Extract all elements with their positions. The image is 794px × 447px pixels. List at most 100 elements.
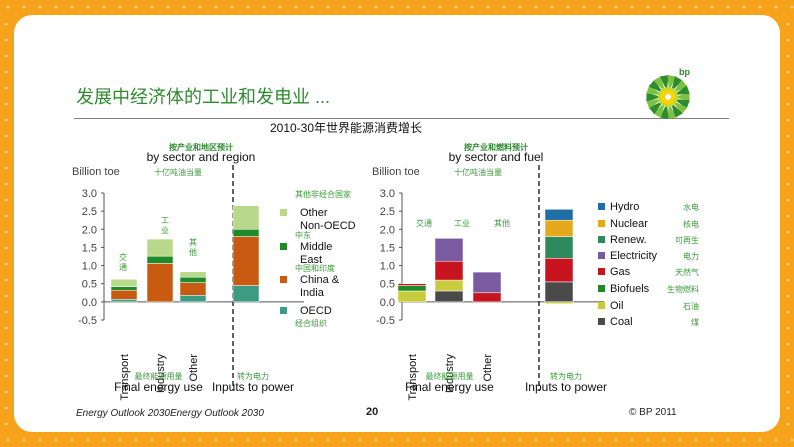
frame-dot	[534, 5, 538, 9]
frame-dot	[4, 294, 8, 298]
frame-dot	[786, 54, 790, 58]
bar-segment	[397, 283, 427, 286]
frame-dot	[742, 5, 746, 9]
frame-dot	[662, 438, 666, 442]
frame-dot	[470, 5, 474, 9]
frame-dot	[454, 5, 458, 9]
frame-dot	[786, 198, 790, 202]
frame-dot	[182, 438, 186, 442]
logo-ray	[674, 92, 690, 102]
frame-dot	[118, 438, 122, 442]
legend-label: Hydro	[610, 201, 639, 213]
legend-label-cn: 中国和印度	[295, 263, 335, 273]
category-annotation-cn: 工业	[454, 218, 470, 228]
frame-dot	[230, 438, 234, 442]
frame-dot	[4, 390, 8, 394]
legend-swatch	[280, 307, 287, 314]
legend-label-cn: 石油	[683, 301, 699, 311]
frame-dot	[198, 5, 202, 9]
x-category-label: Industry	[155, 354, 167, 394]
frame-dot	[786, 310, 790, 314]
frame-dot	[786, 390, 790, 394]
legend-label: Coal	[610, 316, 633, 328]
frame-dot	[150, 438, 154, 442]
frame-dot	[786, 406, 790, 410]
logo-ray	[648, 79, 664, 94]
bar-segment	[179, 276, 207, 283]
frame-dot	[102, 5, 106, 9]
frame-dot	[486, 438, 490, 442]
frame-dot	[4, 406, 8, 410]
frame-dot	[758, 438, 762, 442]
logo-ray	[646, 99, 663, 109]
frame-dot	[598, 438, 602, 442]
bar-segment	[179, 295, 207, 303]
legend-label: Renew.	[610, 234, 647, 246]
frame-dot	[786, 278, 790, 282]
bar-segment	[179, 271, 207, 278]
frame-dot	[406, 5, 410, 9]
group-label: Inputs to power	[212, 380, 294, 394]
copyright: © BP 2011	[629, 407, 677, 418]
bar-segment	[146, 255, 174, 264]
frame-dot	[4, 374, 8, 378]
bar-segment	[544, 236, 574, 259]
logo-ray	[671, 102, 683, 118]
bp-helios-logo: bp	[646, 67, 690, 119]
frame-dot	[4, 54, 8, 58]
chart-subtitle: by sector and region	[147, 150, 256, 164]
legend-label: Nuclear	[610, 218, 648, 230]
frame-dot	[742, 438, 746, 442]
logo-ray	[653, 102, 665, 118]
frame-dot	[86, 438, 90, 442]
bar-segment	[232, 285, 260, 303]
frame-dot	[294, 438, 298, 442]
logo-ray	[671, 76, 683, 92]
frame-dot	[786, 70, 790, 74]
frame-dot	[786, 22, 790, 26]
frame-dot	[182, 5, 186, 9]
y-tick-label: 1.5	[82, 242, 97, 254]
frame-dot	[4, 134, 8, 138]
frame-dot	[486, 5, 490, 9]
frame-dot	[342, 438, 346, 442]
frame-dot	[214, 5, 218, 9]
logo-ray	[648, 100, 664, 115]
frame-dot	[86, 5, 90, 9]
legend-swatch	[280, 276, 287, 283]
bar-segment	[397, 285, 427, 292]
frame-dot	[726, 438, 730, 442]
frame-dot	[454, 438, 458, 442]
bar-segment	[544, 209, 574, 221]
legend-label-cn: 水电	[683, 202, 699, 212]
frame-dot	[4, 246, 8, 250]
y-tick-label: 2.5	[82, 206, 97, 218]
frame-dot	[54, 438, 58, 442]
bar-segment	[472, 292, 502, 303]
frame-dot	[678, 5, 682, 9]
legend-label: Middle East	[300, 241, 332, 266]
frame-dot	[294, 5, 298, 9]
frame-dot	[422, 5, 426, 9]
category-annotation-cn: 工业	[161, 216, 169, 235]
frame-dot	[310, 438, 314, 442]
legend-label-cn: 可再生	[675, 235, 699, 245]
legend-label-cn: 天然气	[675, 267, 699, 277]
frame-dot	[630, 5, 634, 9]
frame-dot	[390, 5, 394, 9]
legend-label-cn: 其他非经合国家	[295, 189, 351, 199]
frame-dot	[550, 438, 554, 442]
frame-dot	[678, 438, 682, 442]
y-tick-label: 1.5	[380, 242, 395, 254]
frame-dot	[4, 70, 8, 74]
y-tick-label: 1.0	[82, 261, 97, 273]
frame-dot	[630, 438, 634, 442]
bar-segment	[232, 229, 260, 237]
frame-dot	[4, 310, 8, 314]
frame-dot	[134, 438, 138, 442]
bar-segment	[544, 281, 574, 303]
frame-dot	[326, 438, 330, 442]
frame-dot	[4, 182, 8, 186]
x-category-label: Other	[482, 354, 494, 382]
